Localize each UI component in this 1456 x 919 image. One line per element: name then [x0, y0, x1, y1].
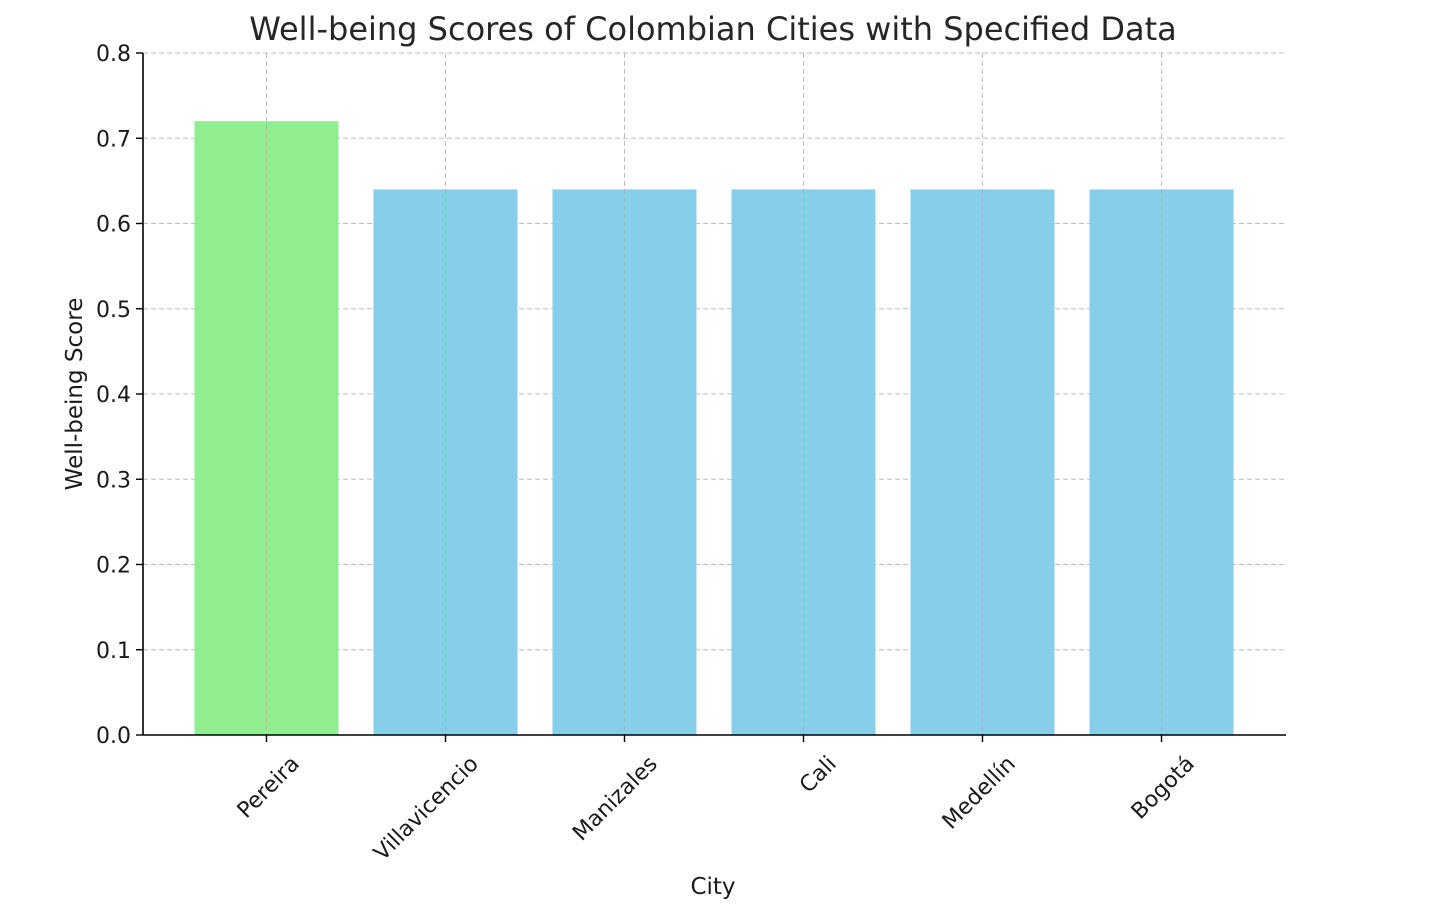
- y-axis-label: Well-being Score: [62, 298, 88, 491]
- y-tick-label: 0.7: [96, 127, 131, 152]
- x-tick-label: Villavicencio: [369, 752, 483, 866]
- chart-title: Well-being Scores of Colombian Cities wi…: [249, 10, 1177, 48]
- y-tick-label: 0.3: [96, 468, 131, 493]
- x-tick-label: Medellín: [938, 752, 1021, 835]
- y-tick-label: 0.0: [96, 724, 131, 749]
- y-tick-label: 0.6: [96, 213, 131, 238]
- y-tick-label: 0.5: [96, 298, 131, 323]
- x-ticks: Pereira Villavicencio Manizales Cali Medellí…: [233, 735, 1200, 866]
- x-tick-label: Cali: [795, 752, 842, 799]
- x-tick-label: Manizales: [568, 752, 663, 847]
- x-tick-label: Bogotá: [1127, 752, 1200, 825]
- x-axis-label: City: [690, 874, 735, 900]
- y-tick-label: 0.8: [96, 42, 131, 67]
- y-tick-label: 0.1: [96, 639, 131, 664]
- y-tick-label: 0.2: [96, 554, 131, 579]
- y-tick-label: 0.4: [96, 383, 131, 408]
- bars: [194, 121, 1234, 735]
- y-ticks: 0.0 0.1 0.2 0.3 0.4 0.5 0.6 0.7 0.8: [96, 42, 143, 749]
- x-tick-label: Pereira: [233, 752, 305, 824]
